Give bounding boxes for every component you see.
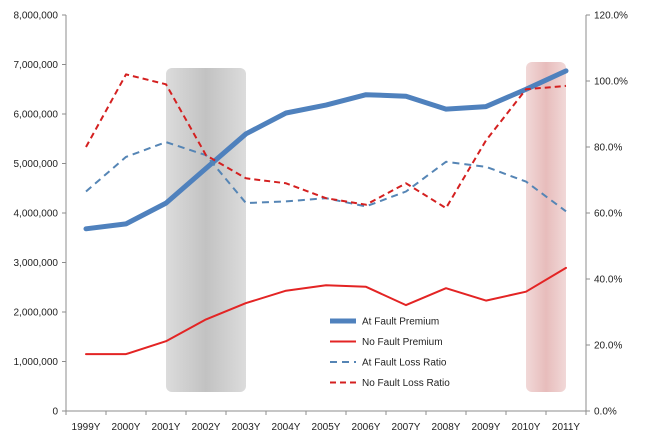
- x-tick-label: 2005Y: [312, 422, 341, 433]
- x-tick-label: 2009Y: [472, 422, 501, 433]
- chart-axes: 0 1,000,000 2,000,000 3,000,000 4,000,000 5,0…: [14, 11, 629, 434]
- right-tick-label: 80.0%: [594, 143, 622, 154]
- right-tick-label: 60.0%: [594, 209, 622, 220]
- x-tick-label: 2011Y: [552, 422, 581, 433]
- series-lines: [83, 68, 569, 356]
- series-line-no-fault-premium: [85, 266, 567, 356]
- right-tick-label: 120.0%: [594, 11, 628, 22]
- series-line-at-fault-loss-ratio: [85, 141, 567, 213]
- series-line-no-fault-loss-ratio: [85, 73, 567, 210]
- legend-label: At Fault Premium: [362, 317, 439, 328]
- legend-label: At Fault Loss Ratio: [362, 358, 447, 369]
- x-tick-label: 2007Y: [392, 422, 421, 433]
- right-tick-label: 0.0%: [594, 407, 617, 418]
- x-tick-label: 2006Y: [352, 422, 381, 433]
- x-tick-label: 1999Y: [72, 422, 101, 433]
- right-tick-label: 20.0%: [594, 341, 622, 352]
- left-tick-label: 4,000,000: [14, 209, 59, 220]
- right-tick-label: 100.0%: [594, 77, 628, 88]
- x-tick-label: 2003Y: [232, 422, 261, 433]
- left-tick-label: 8,000,000: [14, 11, 59, 22]
- left-tick-label: 6,000,000: [14, 110, 59, 121]
- left-tick-label: 1,000,000: [14, 357, 59, 368]
- x-tick-label: 2004Y: [272, 422, 301, 433]
- left-tick-label: 0: [52, 407, 58, 418]
- x-tick-label: 2001Y: [152, 422, 181, 433]
- shaded-region-2010Y-2011Y: [526, 62, 566, 392]
- left-tick-label: 7,000,000: [14, 60, 59, 71]
- left-tick-label: 2,000,000: [14, 308, 59, 319]
- series-line-at-fault-premium: [83, 68, 569, 232]
- x-tick-label: 2000Y: [112, 422, 141, 433]
- left-tick-label: 3,000,000: [14, 258, 59, 269]
- shaded-region-2001Y-2003Y: [166, 68, 246, 392]
- x-tick-label: 2008Y: [432, 422, 461, 433]
- x-tick-label: 2002Y: [192, 422, 221, 433]
- legend-label: No Fault Loss Ratio: [362, 378, 450, 389]
- legend: At Fault Premium No Fault Premium At Fault…: [330, 317, 450, 389]
- x-tick-label: 2010Y: [512, 422, 541, 433]
- left-tick-label: 5,000,000: [14, 159, 59, 170]
- legend-label: No Fault Premium: [362, 337, 443, 348]
- right-tick-label: 40.0%: [594, 275, 622, 286]
